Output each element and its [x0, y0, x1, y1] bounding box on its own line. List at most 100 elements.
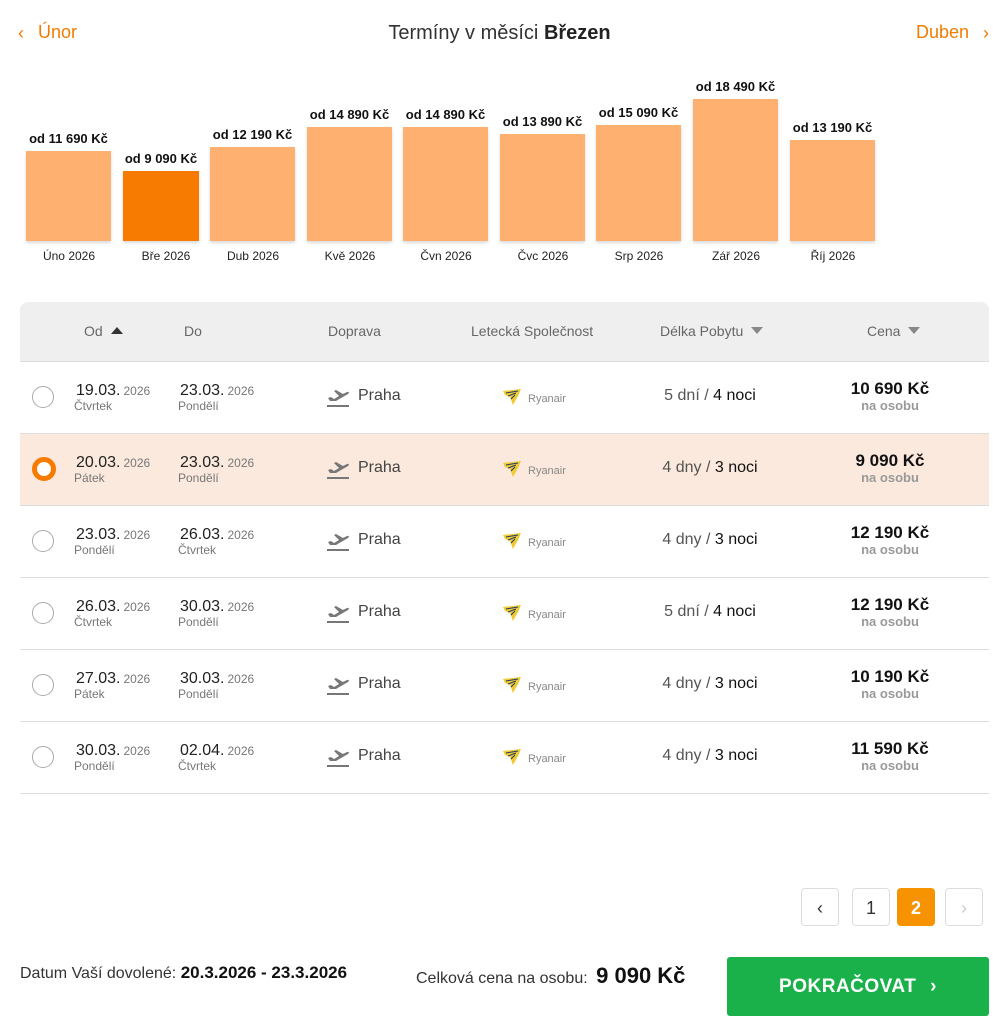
next-month-link[interactable]: Duben ›	[916, 22, 989, 43]
airline-name: Ryanair	[528, 608, 566, 621]
header-od[interactable]: Od	[84, 323, 123, 339]
pagination-prev-button[interactable]: ‹	[801, 888, 839, 926]
row-radio[interactable]	[32, 457, 56, 481]
chart-bar[interactable]	[210, 147, 295, 241]
row-radio[interactable]	[32, 386, 54, 408]
stay-days: 4 dny	[662, 675, 702, 692]
stay-nights: 3 noci	[714, 675, 758, 692]
from-date-weekday: Čtvrtek	[74, 399, 113, 413]
chart-bar-price: od 18 490 Kč	[695, 79, 776, 94]
to-date-weekday: Čtvrtek	[178, 543, 217, 557]
pagination-page-2[interactable]: 2	[897, 888, 935, 926]
chart-bar[interactable]	[500, 134, 585, 241]
prev-month-link[interactable]: ‹ Únor	[18, 22, 77, 43]
continue-button-label: POKRAČOVAT	[779, 976, 917, 997]
chart-bar[interactable]	[693, 99, 778, 241]
continue-button[interactable]: POKRAČOVAT ›	[727, 957, 989, 1016]
stay-length: 4 dny / 3 noci	[662, 531, 758, 548]
to-date-year: 2026	[227, 456, 255, 470]
chart-bar-column[interactable]: od 14 890 Kč Kvě 2026	[307, 70, 392, 270]
price-amount: 11 590 Kč	[851, 739, 929, 758]
row-radio[interactable]	[32, 674, 54, 696]
header-do[interactable]: Do	[184, 323, 202, 339]
row-from-date: 30.03. 2026 Pondělí	[74, 742, 151, 772]
table-body: 19.03. 2026 Čtvrtek 23.03. 2026 Pondělí Praha R…	[20, 362, 989, 794]
airline: Ryanair	[502, 388, 566, 409]
ryanair-logo-icon	[502, 748, 522, 769]
total-price-label: Celková cena na osobu:	[416, 970, 588, 987]
chart-bar-column[interactable]: od 12 190 Kč Dub 2026	[210, 70, 295, 270]
table-row[interactable]: 20.03. 2026 Pátek 23.03. 2026 Pondělí Praha Rya…	[20, 434, 989, 506]
stay-days: 5 dní	[664, 387, 700, 404]
header-cena[interactable]: Cena	[867, 323, 921, 339]
header-doprava[interactable]: Doprava	[328, 323, 381, 339]
vacation-dates: Datum Vaší dovolené: 20.3.2026 - 23.3.20…	[20, 963, 347, 983]
stay-days: 5 dní	[664, 603, 700, 620]
from-date-daymonth: 30.03.	[76, 742, 121, 759]
table-row[interactable]: 26.03. 2026 Čtvrtek 30.03. 2026 Pondělí Praha R…	[20, 578, 989, 650]
table-row[interactable]: 27.03. 2026 Pátek 30.03. 2026 Pondělí Praha Rya…	[20, 650, 989, 722]
pagination-next-button[interactable]: ›	[945, 888, 983, 926]
row-radio[interactable]	[32, 530, 54, 552]
row-price: 12 190 Kč na osobu	[790, 523, 990, 557]
row-from-date: 27.03. 2026 Pátek	[74, 670, 150, 700]
to-date-weekday: Pondělí	[178, 471, 219, 485]
airline-name: Ryanair	[528, 752, 566, 765]
to-date-daymonth: 26.03.	[180, 526, 225, 543]
stay-nights: 4 noci	[713, 603, 756, 620]
airline: Ryanair	[502, 532, 566, 553]
to-date-year: 2026	[227, 744, 255, 758]
row-price: 9 090 Kč na osobu	[790, 451, 990, 485]
row-radio[interactable]	[32, 602, 54, 624]
month-title-month: Březen	[543, 22, 611, 44]
airline: Ryanair	[502, 604, 566, 625]
ryanair-logo-icon	[502, 460, 522, 481]
stay-nights: 3 noci	[714, 531, 758, 548]
row-price: 12 190 Kč na osobu	[790, 595, 990, 629]
chart-bar-column[interactable]: od 9 090 Kč Bře 2026	[123, 70, 199, 270]
price-per-person: na osobu	[861, 398, 919, 413]
chart-bar-price: od 15 090 Kč	[598, 105, 679, 120]
chart-bar-column[interactable]: od 13 890 Kč Čvc 2026	[500, 70, 585, 270]
month-title-prefix: Termíny v měsíci	[388, 22, 539, 44]
pagination-page-1[interactable]: 1	[852, 888, 890, 926]
stay-length: 5 dní / 4 noci	[664, 603, 756, 620]
price-per-person: na osobu	[861, 470, 919, 485]
row-from-date: 20.03. 2026 Pátek	[74, 454, 150, 484]
chart-bar[interactable]	[790, 140, 875, 241]
next-month-label: Duben	[915, 22, 969, 42]
from-date-daymonth: 26.03.	[76, 598, 121, 615]
chart-bar-column[interactable]: od 14 890 Kč Čvn 2026	[403, 70, 488, 270]
header-delka[interactable]: Délka Pobytu	[660, 323, 764, 339]
chevron-right-icon: ›	[983, 22, 989, 43]
chart-bar[interactable]	[596, 125, 681, 241]
plane-departure-icon	[326, 748, 350, 768]
sort-desc-icon	[908, 327, 921, 334]
row-radio[interactable]	[32, 746, 54, 768]
stay-length: 4 dny / 3 noci	[662, 675, 758, 692]
price-amount: 12 190 Kč	[850, 523, 930, 542]
to-date-daymonth: 30.03.	[180, 670, 225, 687]
chart-bar[interactable]	[403, 127, 488, 241]
chart-bar-column[interactable]: od 13 190 Kč Říj 2026	[790, 70, 875, 270]
price-per-person: na osobu	[861, 542, 919, 557]
from-date-year: 2026	[123, 600, 151, 614]
chart-bar-column[interactable]: od 11 690 Kč Úno 2026	[26, 70, 111, 270]
chart-bar[interactable]	[123, 171, 199, 241]
chart-bar[interactable]	[26, 151, 111, 241]
table-row[interactable]: 30.03. 2026 Pondělí 02.04. 2026 Čtvrtek Praha R…	[20, 722, 989, 794]
chart-bar-price: od 14 890 Kč	[405, 107, 486, 122]
airline: Ryanair	[502, 748, 566, 769]
chart-bar[interactable]	[307, 127, 392, 241]
chart-bar-price: od 11 690 Kč	[29, 131, 108, 146]
table-row[interactable]: 23.03. 2026 Pondělí 26.03. 2026 Čtvrtek Praha R…	[20, 506, 989, 578]
table-row[interactable]: 19.03. 2026 Čtvrtek 23.03. 2026 Pondělí Praha R…	[20, 362, 989, 434]
header-letecka[interactable]: Letecká Společnost	[471, 323, 594, 339]
row-price: 10 690 Kč na osobu	[790, 379, 990, 413]
from-date-year: 2026	[123, 744, 151, 758]
from-date-daymonth: 19.03.	[76, 382, 121, 399]
chart-bar-price: od 13 190 Kč	[792, 120, 873, 135]
chart-bar-column[interactable]: od 18 490 Kč Zář 2026	[693, 70, 778, 270]
row-to-date: 23.03. 2026 Pondělí	[178, 382, 254, 412]
chart-bar-column[interactable]: od 15 090 Kč Srp 2026	[596, 70, 681, 270]
